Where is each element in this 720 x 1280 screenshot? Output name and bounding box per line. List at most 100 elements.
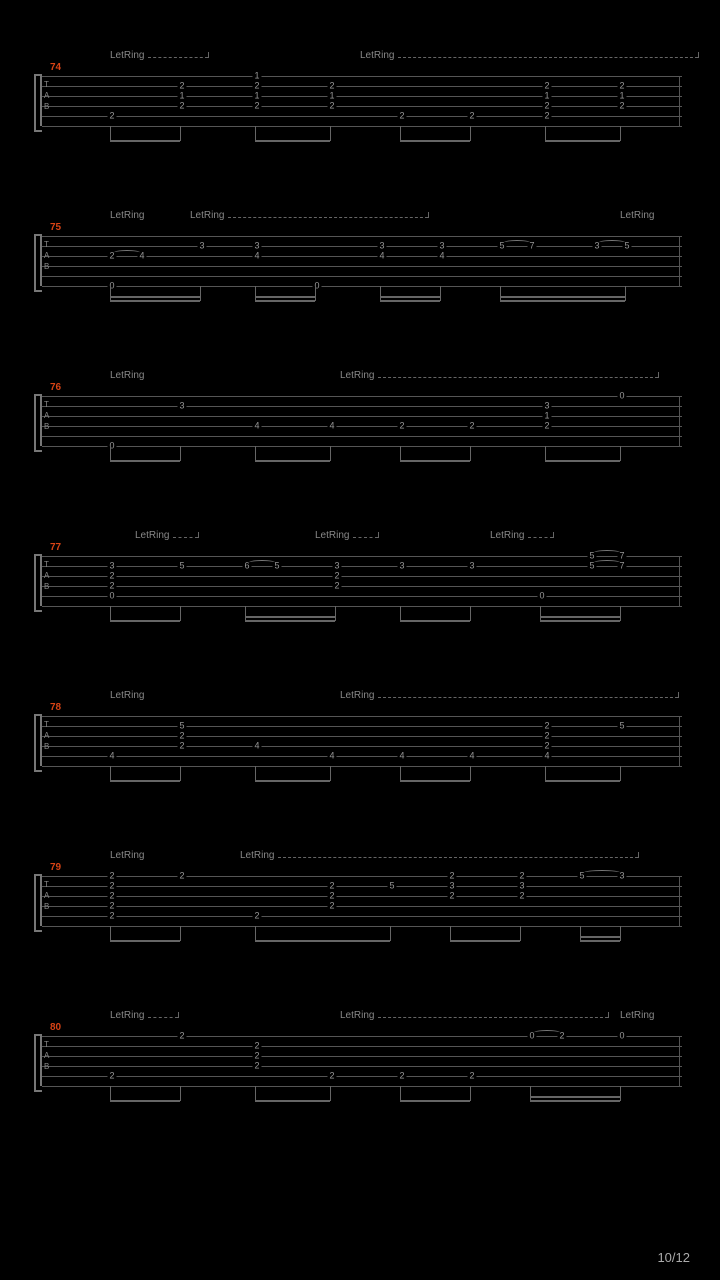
beam-line	[245, 616, 335, 618]
letring-end	[698, 52, 699, 58]
letring-text: LetRing	[620, 1010, 654, 1021]
staff-bracket	[34, 714, 42, 772]
note-stem	[400, 766, 401, 781]
string-line	[42, 426, 682, 427]
note-stem	[400, 126, 401, 141]
note-stem	[620, 126, 621, 141]
note-stem	[110, 286, 111, 301]
fret-number: 2	[252, 102, 261, 111]
string-line	[42, 86, 682, 87]
letring-dash	[378, 377, 658, 378]
note-stem	[400, 606, 401, 621]
fret-number: 2	[327, 902, 336, 911]
note-stem	[110, 1086, 111, 1101]
stems-beams	[40, 126, 680, 154]
fret-number: 2	[327, 892, 336, 901]
note-stem	[470, 766, 471, 781]
letring-annotation: LetRing	[110, 850, 144, 861]
tab-clef-letter: B	[44, 1063, 49, 1071]
letring-annotation: LetRing	[110, 370, 144, 381]
letring-annotation: LetRing	[620, 210, 654, 221]
letring-annotation: LetRing	[360, 50, 699, 61]
letring-end	[378, 532, 379, 538]
stems-beams	[40, 766, 680, 794]
note-stem	[620, 606, 621, 621]
barline-right	[679, 396, 680, 446]
beam-line	[400, 460, 470, 462]
string-line	[42, 596, 682, 597]
note-stem	[470, 1086, 471, 1101]
beam-line	[255, 300, 315, 302]
fret-number: 3	[542, 402, 551, 411]
note-stem	[450, 926, 451, 941]
letring-annotation: LetRing	[490, 530, 554, 541]
staff-bracket	[34, 554, 42, 612]
beam-line	[400, 1100, 470, 1102]
beam-line	[110, 1100, 180, 1102]
string-line	[42, 736, 682, 737]
letring-text: LetRing	[110, 850, 144, 861]
letring-annotation: LetRing	[110, 1010, 179, 1021]
string-line	[42, 236, 682, 237]
fret-number: 5	[387, 882, 396, 891]
fret-number: 2	[177, 732, 186, 741]
string-line	[42, 916, 682, 917]
fret-number: 1	[327, 92, 336, 101]
beam-line	[500, 296, 625, 298]
letring-annotation: LetRing	[110, 690, 144, 701]
letring-annotation: LetRing	[620, 1010, 654, 1021]
tie-curve	[599, 240, 625, 245]
fret-number: 2	[327, 82, 336, 91]
beam-line	[530, 1100, 620, 1102]
note-stem	[200, 286, 201, 301]
fret-number: 2	[542, 82, 551, 91]
letring-annotation: LetRing	[340, 690, 679, 701]
fret-number: 0	[107, 592, 116, 601]
fret-number: 4	[542, 752, 551, 761]
fret-number: 2	[467, 422, 476, 431]
beam-line	[110, 780, 180, 782]
note-stem	[330, 446, 331, 461]
letring-dash	[398, 57, 698, 58]
fret-number: 1	[542, 412, 551, 421]
letring-dash	[528, 537, 553, 538]
string-line	[42, 266, 682, 267]
fret-number: 2	[467, 1072, 476, 1081]
fret-number: 4	[377, 252, 386, 261]
letring-dash	[353, 537, 378, 538]
beam-line	[545, 140, 620, 142]
note-stem	[245, 606, 246, 621]
fret-number: 2	[617, 82, 626, 91]
beam-line	[400, 620, 470, 622]
fret-number: 2	[542, 102, 551, 111]
note-stem	[545, 446, 546, 461]
letring-annotation: LetRing	[340, 370, 659, 381]
beam-line	[450, 940, 520, 942]
beam-line	[540, 620, 620, 622]
letring-text: LetRing	[135, 530, 169, 541]
stems-beams	[40, 1086, 680, 1114]
beam-line	[110, 140, 180, 142]
beam-line	[530, 1096, 620, 1098]
tie-curve	[594, 550, 620, 555]
letring-text: LetRing	[490, 530, 524, 541]
letring-end	[208, 52, 209, 58]
beam-line	[545, 460, 620, 462]
tab-clef-letter: A	[44, 1052, 49, 1060]
fret-number: 0	[617, 392, 626, 401]
letring-row: LetRing LetRing	[40, 370, 680, 384]
staff-bracket	[34, 74, 42, 132]
tie-curve	[504, 240, 530, 245]
staff-bracket	[34, 234, 42, 292]
letring-dash	[148, 1017, 178, 1018]
string-line	[42, 76, 682, 77]
note-stem	[580, 926, 581, 941]
fret-number: 2	[517, 872, 526, 881]
fret-number: 2	[252, 912, 261, 921]
beam-line	[110, 460, 180, 462]
tie-curve	[534, 1030, 560, 1035]
string-line	[42, 716, 682, 717]
note-stem	[180, 766, 181, 781]
fret-number: 2	[447, 872, 456, 881]
tab-system: LetRingLetRing76TAB0344223120	[40, 370, 680, 474]
